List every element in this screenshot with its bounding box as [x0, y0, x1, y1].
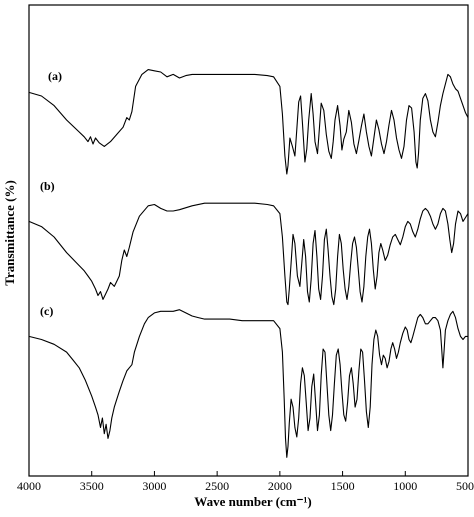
spectra-group: [28, 69, 469, 458]
x-axis-title: Wave number (cm⁻¹): [194, 494, 311, 509]
spectrum-line-a: [28, 69, 469, 175]
x-tick-label: 1000: [393, 479, 417, 493]
spectrum-line-c: [28, 309, 468, 458]
y-axis-title: Transmittance (%): [2, 180, 17, 286]
x-tick-label: 500: [456, 479, 474, 493]
series-label-b: (b): [40, 179, 55, 193]
x-tick-label: 3000: [142, 479, 166, 493]
series-labels-group: (a) (b) (c): [40, 69, 62, 318]
plot-frame: [28, 4, 469, 477]
x-tick-label: 3500: [80, 479, 104, 493]
x-tick-label: 2000: [268, 479, 292, 493]
x-axis-ticks: 4000 3500 3000 2500 2000 1500 1000 500: [17, 471, 474, 493]
x-tick-label: 4000: [17, 479, 41, 493]
x-tick-label: 1500: [331, 479, 355, 493]
x-tick-label: 2500: [205, 479, 229, 493]
series-label-c: (c): [40, 304, 53, 318]
series-label-a: (a): [48, 69, 62, 83]
spectrum-line-b: [28, 202, 469, 306]
